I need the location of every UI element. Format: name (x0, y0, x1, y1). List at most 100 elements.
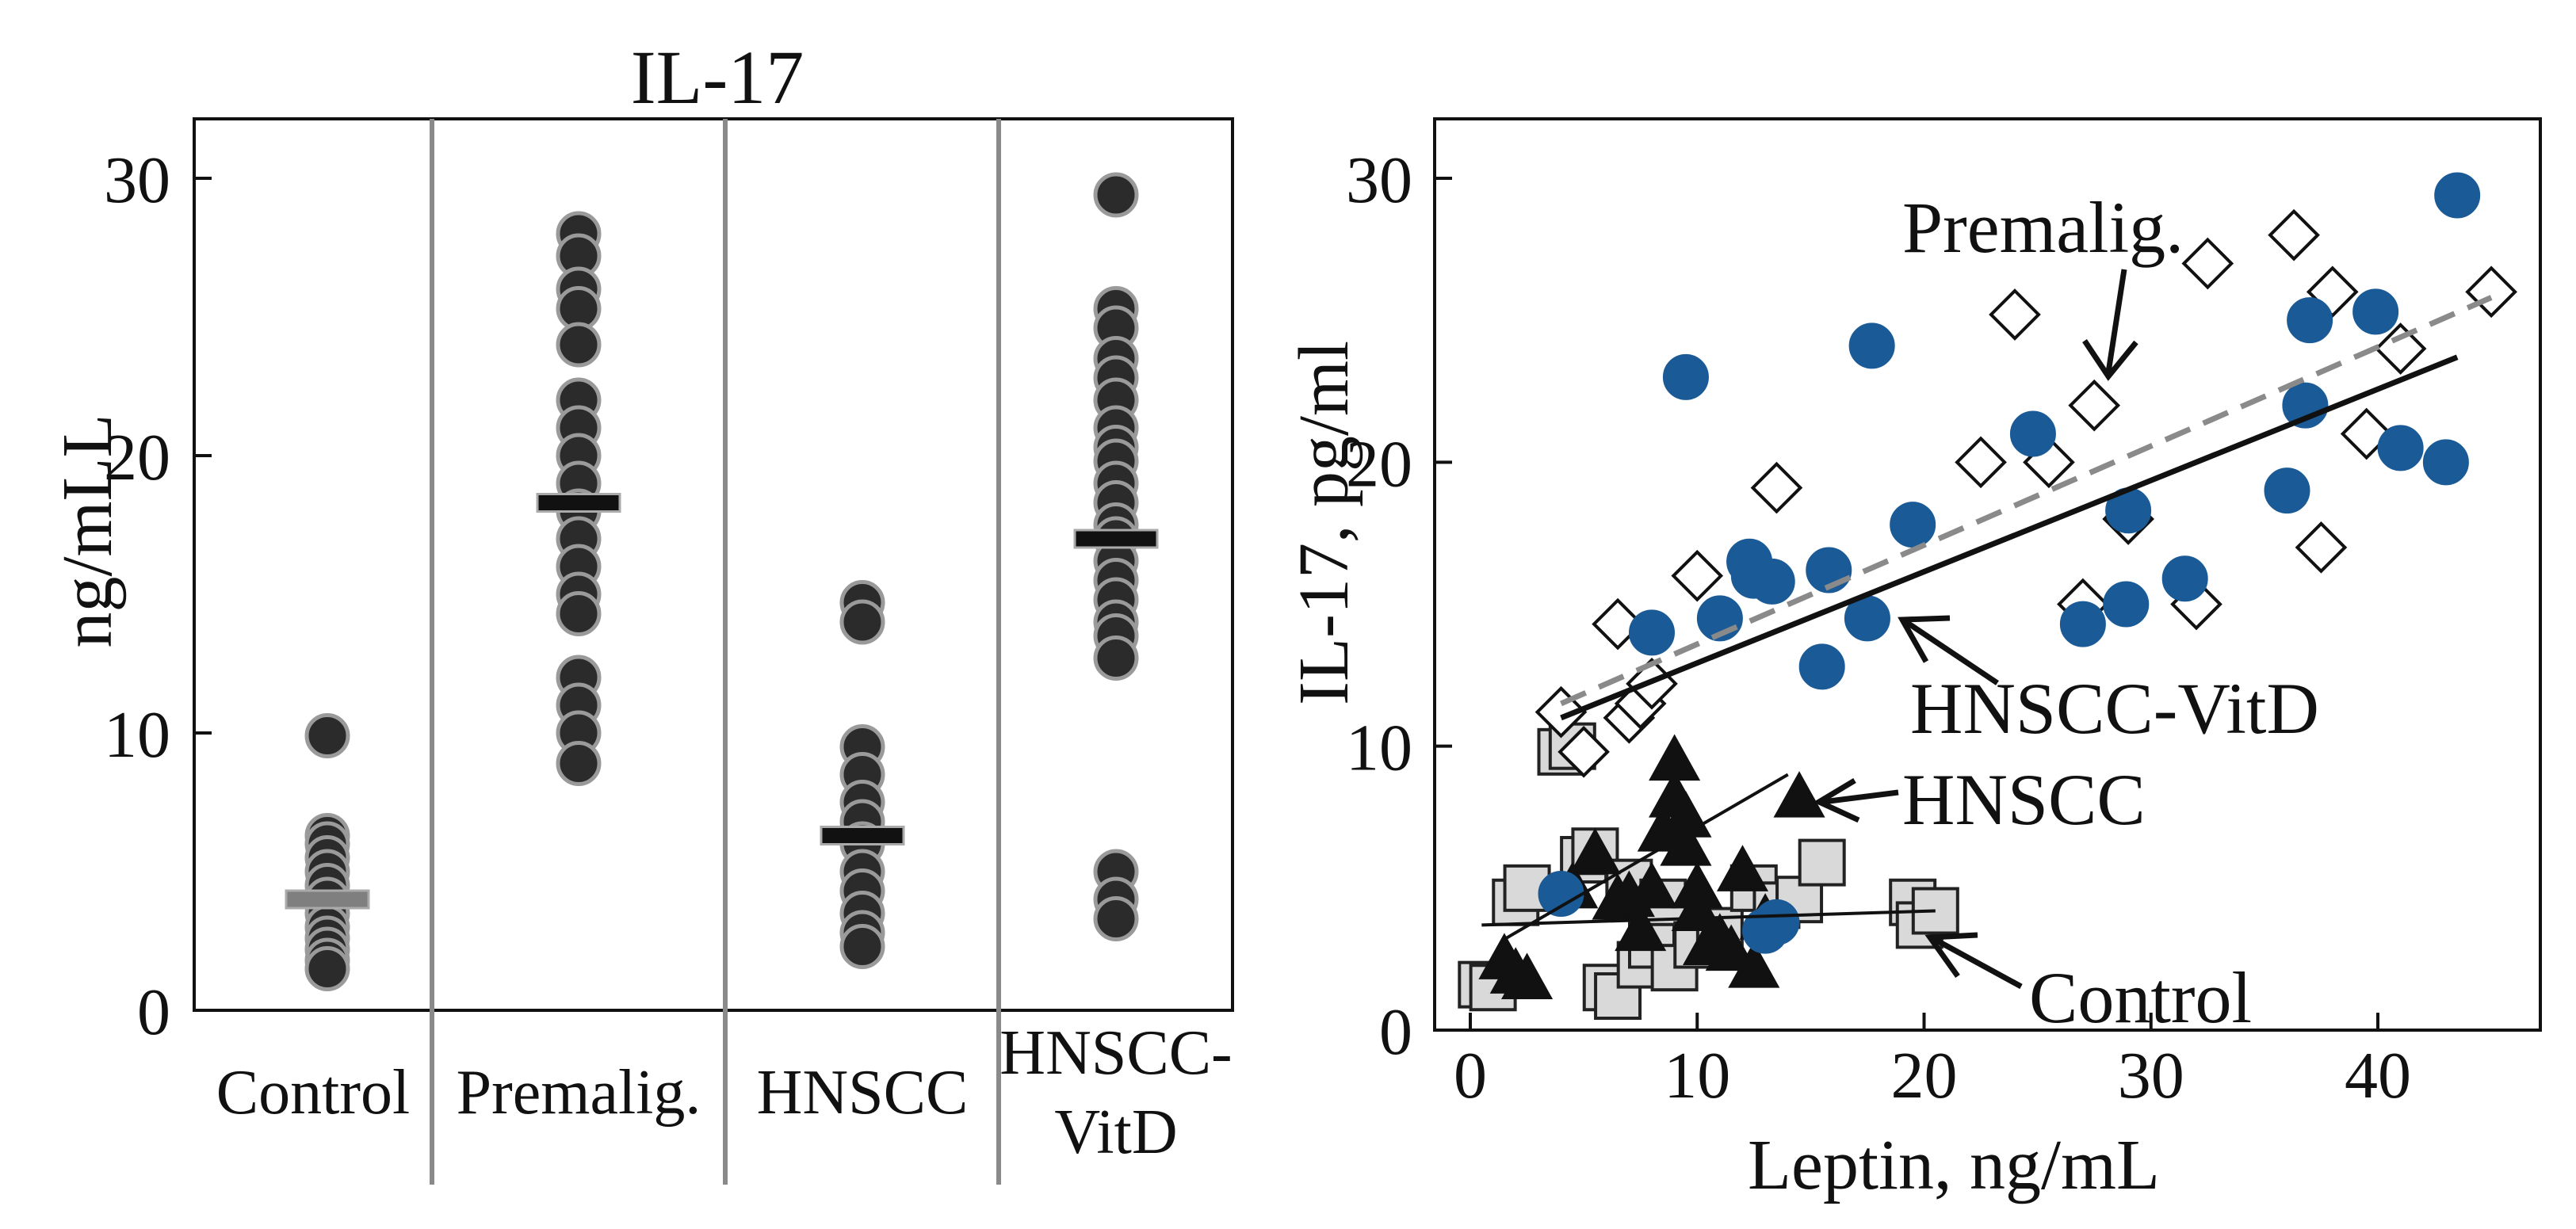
left-plot-frame (193, 117, 1234, 1012)
annotation-hnscc-vitd: HNSCC-VitD (1910, 668, 2319, 749)
left-y-tick-label: 10 (104, 698, 170, 772)
right-y-axis-label: IL-17, pg/ml (1285, 341, 1363, 705)
data-point (556, 591, 602, 636)
annotation-hnscc-vitd-arrowhead (1898, 615, 1951, 663)
category-label: Premalig. (457, 1058, 701, 1128)
triangle-point (1615, 904, 1667, 952)
left-y-tick-label: 30 (104, 143, 170, 217)
diamond-point (1671, 549, 1724, 602)
fit-line (1560, 295, 2493, 707)
annotation-control: Control (2029, 957, 2252, 1038)
circle-point (2434, 172, 2481, 219)
square-point (1798, 838, 1846, 887)
circle-point (1749, 558, 1795, 605)
diamond-point (2268, 208, 2320, 261)
triangle-point (1773, 771, 1825, 818)
right-x-axis-label: Leptin, ng/mL (1748, 1126, 2160, 1204)
diamond-point (1989, 288, 2041, 341)
left-y-tick-label: 0 (137, 975, 170, 1049)
circle-point (1798, 643, 1845, 690)
category-label: VitD (1054, 1097, 1177, 1167)
circle-point (2377, 425, 2424, 471)
diamond-point (1955, 436, 2007, 489)
right-x-tick-label: 20 (1891, 1039, 1958, 1113)
annotation-premalig: Premalig. (1902, 187, 2184, 268)
annotation-hnscc-arrow (1822, 789, 1899, 805)
right-x-tick-label: 30 (2118, 1039, 2184, 1113)
fit-line (1503, 773, 1789, 941)
dot-strip-chart: IL-17 ng/mLL 0 10 20 30 Control Premalig. HNS… (48, 35, 1234, 1185)
annotation-premalig-arrowhead (2082, 339, 2138, 381)
right-y-tick-label: 10 (1346, 712, 1412, 785)
annotation-control-arrowhead (1924, 932, 1978, 979)
left-y-tick-label: 20 (104, 421, 170, 494)
data-point (1093, 635, 1139, 681)
triangle-point (1501, 952, 1554, 999)
data-point (839, 599, 885, 645)
circle-point (1662, 353, 1709, 400)
median-line (820, 826, 905, 845)
right-y-tick-label: 0 (1379, 995, 1412, 1069)
left-plot-area (193, 117, 1234, 1185)
left-category-labels: Control Premalig. HNSCC HNSCC- VitD (216, 1018, 1233, 1167)
category-label: HNSCC- (999, 1018, 1232, 1088)
diamond-point (1557, 726, 1610, 778)
left-chart-title: IL-17 (631, 35, 805, 120)
data-point (304, 713, 350, 758)
annotation-premalig-arrow (2105, 269, 2127, 373)
circle-point (2103, 581, 2150, 628)
circle-point (2059, 601, 2106, 647)
data-point (304, 946, 350, 991)
circle-point (2264, 468, 2310, 514)
fit-line (1481, 909, 1936, 927)
category-label: HNSCC (757, 1058, 969, 1128)
data-point (556, 322, 602, 368)
data-point (556, 741, 602, 786)
right-plot-frame (1433, 117, 2542, 1032)
circle-point (2352, 288, 2399, 335)
data-point (839, 924, 885, 969)
right-axis-ticks: 0 10 20 30 0 10 20 30 40 (1346, 143, 2411, 1113)
right-y-tick-label: 20 (1346, 427, 1412, 501)
data-point (1093, 172, 1139, 218)
triangle-point (1569, 827, 1621, 875)
diamond-point (2295, 521, 2348, 574)
median-line (536, 493, 621, 513)
data-point (1093, 896, 1139, 941)
diamond-point (2181, 237, 2234, 290)
annotation-control-arrow (1932, 936, 2023, 990)
category-label: Control (216, 1058, 410, 1128)
median-line (1073, 529, 1159, 549)
triangle-point (1671, 861, 1723, 909)
circle-point (1848, 323, 1895, 369)
circle-point (2422, 439, 2469, 486)
annotation-hnscc-arrowhead (1813, 777, 1860, 823)
scatter-chart: IL-17, pg/ml Leptin, ng/mL 0 10 20 30 0 10 20 3… (1285, 117, 2542, 1204)
diamond-point (2340, 407, 2393, 460)
diamond-point (2068, 379, 2121, 432)
circle-point (1538, 871, 1584, 917)
right-y-tick-label: 30 (1346, 143, 1412, 217)
right-x-tick-label: 10 (1664, 1039, 1730, 1113)
circle-point (1629, 609, 1675, 656)
circle-point (1753, 899, 1800, 945)
circle-point (1890, 502, 1936, 548)
diamond-point (1750, 461, 1803, 514)
triangle-point (1716, 845, 1769, 891)
triangle-point (1660, 819, 1712, 866)
right-x-tick-label: 0 (1454, 1039, 1487, 1113)
left-y-axis-label: ng/mLL (48, 414, 127, 648)
fit-line (1560, 354, 2459, 721)
triangle-point (1728, 941, 1780, 988)
median-line (285, 889, 370, 910)
diamond-point (2374, 323, 2427, 375)
annotation-hnscc-vitd-arrow (1905, 620, 1999, 685)
circle-point (2161, 555, 2208, 602)
triangle-point (1705, 924, 1757, 971)
left-y-ticks: 0 10 20 30 (104, 143, 212, 1049)
circle-point (2287, 297, 2333, 344)
triangle-point (1626, 861, 1678, 909)
right-x-tick-label: 40 (2345, 1039, 2411, 1113)
